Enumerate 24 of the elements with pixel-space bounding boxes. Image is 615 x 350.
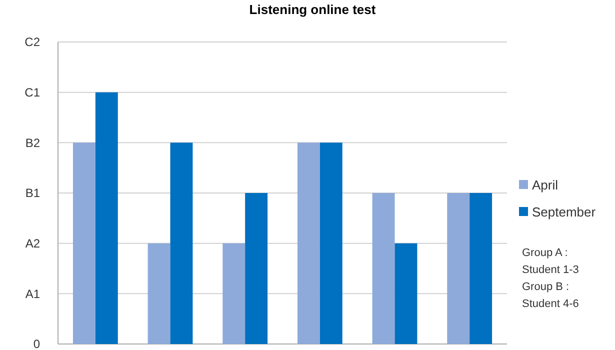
bar: [470, 193, 492, 344]
bar: [447, 193, 470, 344]
text: C2: [24, 35, 40, 50]
text: C1: [24, 86, 40, 100]
text: B1: [25, 186, 40, 200]
text: 0: [33, 337, 40, 350]
bar: [297, 142, 320, 344]
bar: [394, 243, 418, 344]
bar: [95, 92, 118, 344]
bar: [148, 243, 170, 344]
text: Group A : Student 1-3: [522, 246, 579, 276]
bar: [72, 142, 96, 344]
bar: [372, 193, 395, 344]
bar: [320, 142, 342, 344]
text: Group B : Student 4-6: [522, 280, 579, 310]
bar: [245, 193, 268, 344]
text: A1: [25, 286, 40, 301]
chart-title: Listening online test: [249, 2, 376, 17]
legend-label: April: [532, 178, 558, 193]
legend-label: September: [532, 204, 596, 220]
text: B2: [25, 136, 40, 150]
text: A2: [25, 236, 40, 251]
bar: [222, 243, 246, 344]
bar: [170, 142, 193, 344]
